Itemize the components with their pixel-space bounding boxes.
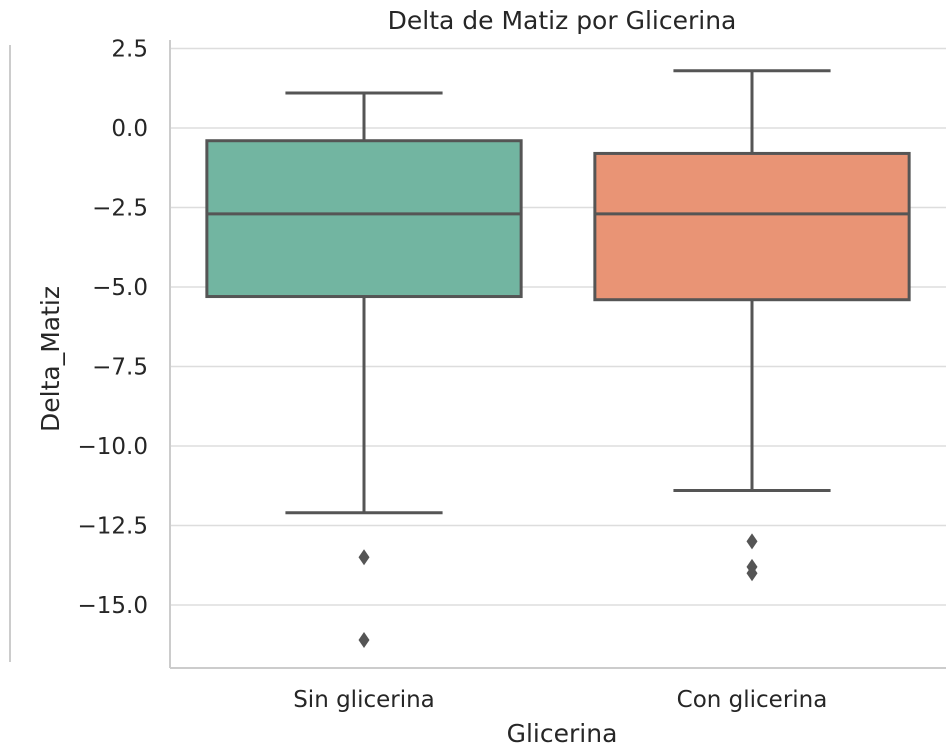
y-axis-label: Delta_Matiz xyxy=(36,286,65,432)
x-axis-label: Glicerina xyxy=(507,719,618,747)
y-tick-label: 0.0 xyxy=(111,116,148,142)
y-tick-label: −10.0 xyxy=(78,434,148,460)
x-tick-label: Con glicerina xyxy=(677,687,828,713)
outlier-point xyxy=(358,631,370,648)
y-tick-label: −7.5 xyxy=(92,355,148,381)
outlier-point xyxy=(358,549,370,566)
x-axis-ticks: Sin glicerina Con glicerina xyxy=(293,687,827,713)
outlier-point xyxy=(746,565,758,582)
box-group xyxy=(205,91,523,648)
y-axis-ticks: 2.5 0.0 −2.5 −5.0 −7.5 −10.0 −12.5 −15.0 xyxy=(78,37,148,620)
y-tick-label: −2.5 xyxy=(92,196,148,222)
x-tick-label: Sin glicerina xyxy=(293,687,435,713)
y-tick-label: −12.5 xyxy=(78,514,148,540)
y-tick-label: −5.0 xyxy=(92,275,148,301)
y-tick-label: −15.0 xyxy=(78,593,148,619)
box-iqr xyxy=(593,151,911,302)
boxes xyxy=(205,69,911,648)
outlier-point xyxy=(746,533,758,550)
box-group xyxy=(593,69,911,582)
box-iqr xyxy=(205,139,523,299)
y-tick-label: 2.5 xyxy=(111,37,148,63)
grid-lines xyxy=(170,47,946,606)
chart-title: Delta de Matiz por Glicerina xyxy=(388,6,737,35)
axes xyxy=(9,40,946,669)
